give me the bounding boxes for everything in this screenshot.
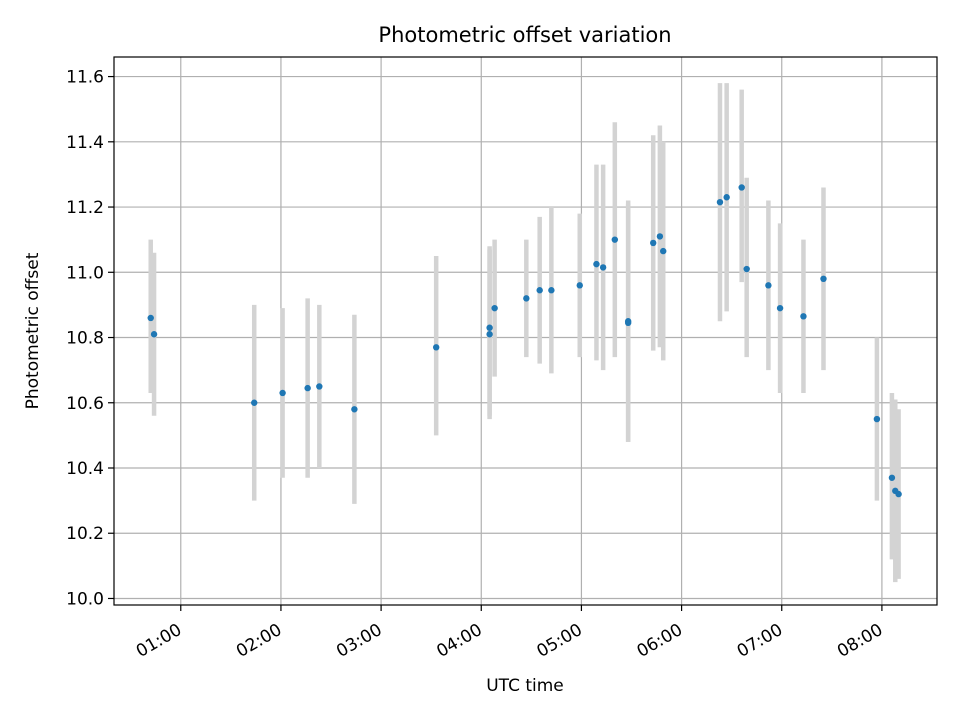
chart-title: Photometric offset variation xyxy=(378,23,671,47)
error-bars xyxy=(148,83,901,583)
data-point xyxy=(820,275,827,283)
data-point xyxy=(576,282,583,289)
y-tick-label: 10.8 xyxy=(66,329,104,349)
data-point xyxy=(660,247,667,255)
data-point xyxy=(316,383,323,390)
plot-frame xyxy=(113,56,938,606)
data-point xyxy=(147,314,154,322)
data-point xyxy=(486,331,493,338)
x-tick-label: 07:00 xyxy=(734,620,786,662)
y-tick-label: 11.0 xyxy=(66,263,104,283)
data-point xyxy=(279,389,286,397)
x-tick-label: 05:00 xyxy=(533,620,585,662)
data-point xyxy=(593,260,600,268)
x-tick-label: 08:00 xyxy=(834,620,886,662)
x-tick-label: 02:00 xyxy=(233,620,285,662)
y-axis-ticks: 10.0 10.2 10.4 10.6 10.8 11.0 11.2 11.4 11.6 xyxy=(66,68,114,609)
data-point xyxy=(650,239,657,247)
y-tick-label: 10.4 xyxy=(66,459,104,479)
data-point xyxy=(491,304,498,312)
y-tick-label: 11.4 xyxy=(66,133,104,153)
data-point xyxy=(656,233,664,240)
x-tick-label: 04:00 xyxy=(433,620,485,662)
data-point xyxy=(599,264,607,271)
data-point xyxy=(716,198,724,206)
data-point xyxy=(548,287,555,294)
y-tick-label: 11.2 xyxy=(66,198,104,218)
data-point xyxy=(150,331,158,338)
data-points xyxy=(147,184,902,498)
data-point xyxy=(743,265,750,273)
data-point xyxy=(888,474,896,481)
y-tick-label: 10.0 xyxy=(66,589,104,609)
data-point xyxy=(776,304,784,312)
x-tick-label: 03:00 xyxy=(333,620,385,662)
data-point xyxy=(304,384,311,392)
data-point xyxy=(486,324,493,331)
x-tick-label: 01:00 xyxy=(133,620,185,662)
x-axis-ticks: 01:00 02:00 03:00 04:00 05:00 06:00 07:00 08:00 xyxy=(133,605,886,662)
data-point xyxy=(624,319,632,327)
x-axis-label: UTC time xyxy=(486,676,564,696)
data-point xyxy=(611,236,619,243)
data-point xyxy=(351,406,358,413)
x-tick-label: 06:00 xyxy=(634,620,686,662)
data-point xyxy=(251,399,258,406)
data-point xyxy=(873,415,881,423)
y-tick-label: 11.6 xyxy=(66,68,104,88)
data-point xyxy=(536,287,543,294)
data-point xyxy=(738,184,745,191)
y-tick-label: 10.2 xyxy=(66,524,104,544)
data-point xyxy=(800,313,807,320)
data-point xyxy=(723,194,730,201)
data-point xyxy=(895,490,902,498)
data-point xyxy=(523,295,530,302)
data-point xyxy=(765,282,772,289)
y-axis-label: Photometric offset xyxy=(23,252,43,409)
y-tick-label: 10.6 xyxy=(66,394,104,414)
data-point xyxy=(432,344,440,351)
